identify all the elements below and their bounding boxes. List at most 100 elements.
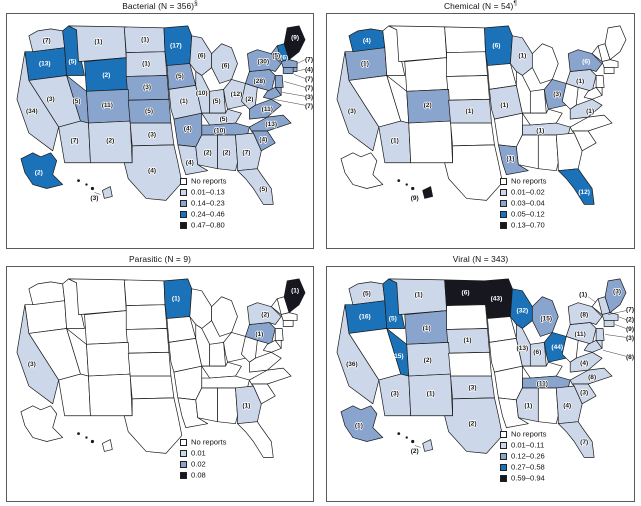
state-WY[interactable] [404,57,449,92]
state-NM[interactable] [88,373,133,417]
state-CA[interactable] [336,304,380,405]
state-MA[interactable] [280,59,298,68]
state-MD[interactable] [262,340,282,353]
legend-row[interactable]: No reports [500,177,546,187]
legend-row[interactable]: 0.01 [180,449,226,459]
state-AR[interactable] [494,112,523,148]
state-ND[interactable] [123,279,166,307]
legend-row[interactable]: 0.05–0.12 [500,210,546,220]
legend-row[interactable]: No reports [500,430,546,440]
state-TN[interactable] [201,122,250,136]
legend-row[interactable]: 0.01–0.11 [500,441,546,451]
state-TN[interactable] [201,375,250,389]
state-ME[interactable] [283,278,306,313]
state-MS[interactable] [195,387,218,423]
state-VA[interactable] [249,98,282,120]
state-CA[interactable] [16,304,60,405]
state-SD[interactable] [125,304,168,330]
state-RI[interactable] [292,67,298,72]
state-CO[interactable] [86,342,131,377]
state-FL[interactable] [557,421,595,458]
state-MA[interactable] [280,312,298,321]
legend-row[interactable]: 0.03–0.04 [500,199,546,209]
state-CA[interactable] [336,51,380,152]
state-CT[interactable] [603,67,615,74]
state-AK[interactable] [340,405,384,442]
state-CT[interactable] [282,67,294,74]
state-AL[interactable] [217,387,238,425]
state-HI-inset[interactable] [422,186,434,199]
legend-row[interactable]: 0.24–0.46 [180,210,226,220]
state-FL[interactable] [237,421,274,458]
state-IA[interactable] [487,316,517,343]
legend-row[interactable]: No reports [180,177,226,187]
state-KS[interactable] [127,351,172,377]
state-AR[interactable] [173,365,203,401]
state-MI[interactable] [211,43,238,84]
state-MD[interactable] [583,87,603,100]
state-WV[interactable] [561,83,579,110]
state-AL[interactable] [217,134,238,172]
state-IN[interactable] [209,342,226,367]
state-WV[interactable] [241,83,258,110]
state-AR[interactable] [494,365,523,401]
legend-row[interactable]: 0.01–0.02 [500,188,546,198]
state-IA[interactable] [166,316,197,343]
state-MI[interactable] [531,43,559,84]
legend-row[interactable]: 0.02 [180,460,226,470]
state-OH[interactable] [223,332,246,363]
state-FL[interactable] [557,168,595,205]
state-AK[interactable] [20,152,63,189]
state-SD[interactable] [446,51,488,77]
state-NJ[interactable] [274,328,284,341]
state-TX[interactable] [444,397,503,454]
state-IA[interactable] [487,63,517,90]
state-WV[interactable] [561,336,579,363]
state-NM[interactable] [408,120,453,164]
state-FL[interactable] [237,168,274,205]
state-OK[interactable] [129,375,175,400]
legend-row[interactable]: 0.12–0.26 [500,452,546,462]
state-MA[interactable] [601,312,619,321]
legend-row[interactable]: 0.13–0.70 [500,221,546,231]
state-MA[interactable] [601,59,619,68]
state-SC[interactable] [251,383,276,405]
state-AK[interactable] [340,152,384,189]
state-SC[interactable] [251,130,276,152]
state-ND[interactable] [444,26,486,54]
legend-row[interactable]: 0.59–0.94 [500,474,546,484]
state-NE[interactable] [125,328,170,354]
state-HI-inset[interactable] [422,439,434,452]
state-MD[interactable] [262,87,282,100]
state-MI[interactable] [531,296,559,337]
state-SC[interactable] [571,383,597,405]
state-AL[interactable] [537,134,559,172]
state-AK[interactable] [20,405,63,442]
state-TX[interactable] [123,144,183,201]
state-AL[interactable] [537,387,559,425]
state-VA[interactable] [249,351,282,373]
state-WY[interactable] [84,310,129,345]
state-ME[interactable] [604,25,627,60]
state-IN[interactable] [529,89,547,114]
state-TX[interactable] [444,144,503,201]
state-NJ[interactable] [274,75,284,88]
state-HI-inset[interactable] [102,186,113,199]
state-NJ[interactable] [595,328,605,341]
state-CT[interactable] [282,320,294,327]
legend-row[interactable]: 0.27–0.58 [500,463,546,473]
state-NE[interactable] [446,75,490,101]
state-VA[interactable] [569,351,603,373]
state-SC[interactable] [571,130,597,152]
state-ME[interactable] [604,278,627,313]
state-SD[interactable] [446,304,488,330]
state-KS[interactable] [448,351,492,377]
state-OR[interactable] [24,300,67,334]
state-MD[interactable] [583,340,603,353]
state-TN[interactable] [522,122,571,136]
state-CA[interactable] [16,51,60,152]
legend-row[interactable]: 0.47–0.80 [180,221,226,231]
state-VA[interactable] [569,98,603,120]
legend-row[interactable]: No reports [180,438,226,448]
state-MI[interactable] [211,296,238,337]
